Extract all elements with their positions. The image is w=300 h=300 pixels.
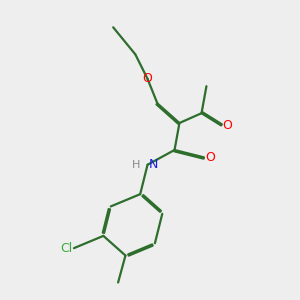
Text: O: O	[222, 119, 232, 132]
Text: H: H	[132, 160, 141, 170]
Text: Cl: Cl	[60, 242, 73, 255]
Text: O: O	[205, 151, 215, 164]
Text: N: N	[149, 158, 158, 171]
Text: O: O	[142, 72, 152, 85]
